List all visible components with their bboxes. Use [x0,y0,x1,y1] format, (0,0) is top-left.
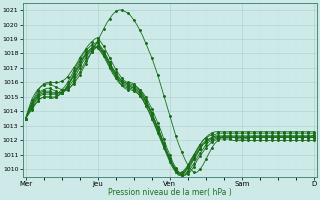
X-axis label: Pression niveau de la mer( hPa ): Pression niveau de la mer( hPa ) [108,188,232,197]
